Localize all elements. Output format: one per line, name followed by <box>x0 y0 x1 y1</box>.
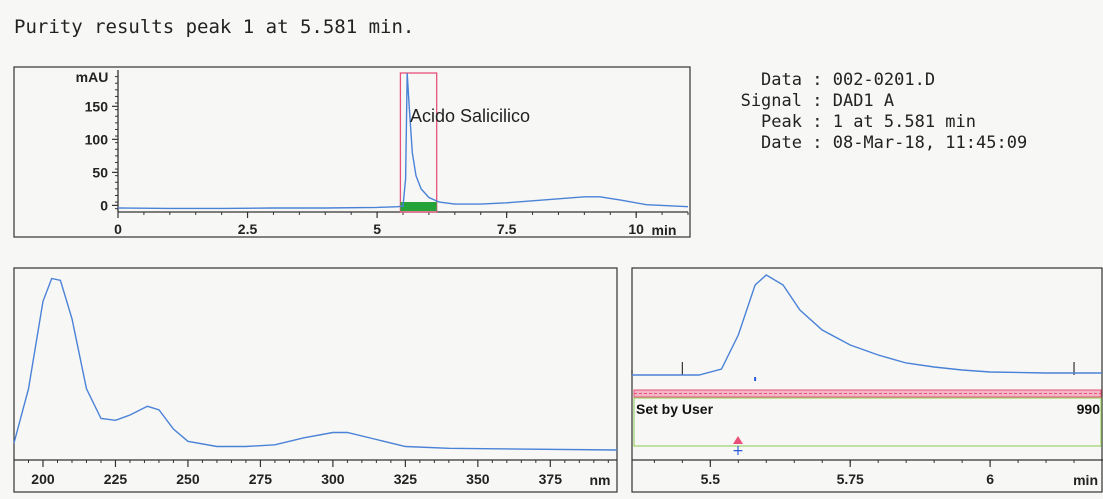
info-label: Signal <box>740 91 802 111</box>
report-title: Purity results peak 1 at 5.581 min. <box>14 16 415 38</box>
spectrum-x-tick-label: 350 <box>466 471 490 487</box>
chromatogram-x-tick-label: 2.5 <box>238 221 258 237</box>
chromatogram-y-label: mAU <box>76 69 109 85</box>
info-row-data: Data : 002-0201.D <box>712 70 1027 91</box>
purity-x-label: min <box>1073 472 1098 488</box>
chromatogram-x-tick-label: 10 <box>628 221 644 237</box>
info-row-signal: Signal : DAD1 A <box>712 91 1027 112</box>
chromatogram-x-tick-label: 5 <box>373 221 381 237</box>
spectrum-x-tick-label: 375 <box>539 471 563 487</box>
chromatogram-y-tick-label: 0 <box>100 197 108 213</box>
info-label: Peak <box>761 112 802 132</box>
purity-x-tick-label: 6 <box>986 471 994 487</box>
chromatogram-y-tick-label: 100 <box>85 131 109 147</box>
peak-window-bar <box>400 202 437 211</box>
info-value: 002-0201.D <box>832 70 936 90</box>
spectrum-x-tick-label: 200 <box>31 471 55 487</box>
spectrum-x-tick-label: 275 <box>249 471 273 487</box>
spectrum-x-tick-label: 225 <box>104 471 128 487</box>
info-value: 1 at 5.581 min <box>832 112 977 132</box>
info-label: Date <box>761 133 802 153</box>
chromatogram-x-label: min <box>652 222 677 238</box>
spectrum-x-tick-label: 300 <box>321 471 345 487</box>
spectrum-x-tick-label: 250 <box>176 471 200 487</box>
chromatogram-frame <box>13 66 691 238</box>
info-value: DAD1 A <box>832 91 895 111</box>
purity-x-tick-label: 5.5 <box>701 471 721 487</box>
spectrum-trace <box>13 277 618 451</box>
threshold-value: 990 <box>1077 401 1101 417</box>
spectrum-x-label: nm <box>590 472 611 488</box>
chromatogram-x-tick-label: 0 <box>114 221 122 237</box>
purity-range-box <box>633 397 1102 447</box>
info-value: 08-Mar-18, 11:45:09 <box>832 133 1028 153</box>
spectrum-frame <box>13 267 618 493</box>
info-label: Data <box>761 70 802 90</box>
threshold-label: Set by User <box>636 401 714 417</box>
purity-frame <box>631 267 1103 493</box>
info-block: Data : 002-0201.D Signal : DAD1 A Peak :… <box>712 70 1028 154</box>
chromatogram-y-tick-label: 150 <box>85 98 109 114</box>
spectrum-x-tick-label: 325 <box>394 471 418 487</box>
purity-x-tick-label: 5.75 <box>837 471 864 487</box>
peak-window-box <box>399 72 438 213</box>
purity-cross-marker: + <box>732 443 744 459</box>
purity-trace <box>632 274 1102 376</box>
peak-annotation: Acido Salicilico <box>410 106 530 126</box>
info-row-date: Date : 08-Mar-18, 11:45:09 <box>712 133 1027 154</box>
chromatogram-y-tick-label: 50 <box>92 164 108 180</box>
chromatogram-trace <box>117 73 689 210</box>
info-row-peak: Peak : 1 at 5.581 min <box>712 112 1027 133</box>
chromatogram-x-tick-label: 7.5 <box>497 221 517 237</box>
purity-apex-marker <box>733 436 743 444</box>
